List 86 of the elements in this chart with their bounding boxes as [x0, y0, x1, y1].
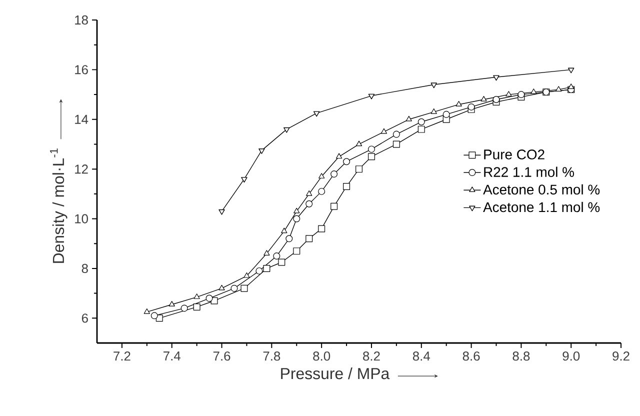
- point: [442, 110, 450, 118]
- point: [568, 68, 574, 74]
- legend-label: Acetone 0.5 mol %: [483, 184, 600, 195]
- point: [468, 103, 475, 110]
- point: [343, 158, 350, 166]
- point: [506, 91, 512, 96]
- point: [480, 96, 487, 102]
- point: [356, 166, 362, 173]
- point: [336, 153, 342, 159]
- x-axis-title: Pressure / MPa: [281, 368, 390, 380]
- y-tick-label: 8: [82, 264, 88, 274]
- x-tick-label: 8.2: [363, 351, 380, 361]
- point: [218, 284, 225, 290]
- point: [313, 111, 320, 117]
- point: [263, 264, 270, 272]
- point: [318, 225, 326, 232]
- point: [368, 146, 375, 153]
- point: [318, 173, 325, 178]
- point: [392, 130, 400, 138]
- point: [206, 294, 213, 302]
- x-tick-label: 9.2: [612, 351, 630, 361]
- point: [380, 128, 388, 134]
- point: [264, 250, 270, 256]
- point: [180, 304, 188, 312]
- point: [168, 301, 175, 306]
- point: [418, 118, 425, 126]
- x-tick-label: 9.0: [562, 351, 580, 361]
- x-tick-label: 7.2: [114, 351, 130, 361]
- y-tick-label: 18: [75, 15, 88, 25]
- point: [240, 284, 248, 292]
- y-axis-title: Density / mol·L$^{-1}$: [50, 148, 68, 263]
- x-tick-label: 8.8: [512, 351, 530, 361]
- legend-label: R22 1.1 mol %: [484, 166, 574, 177]
- point: [318, 188, 326, 195]
- y-tick-label: 12: [75, 164, 88, 174]
- point: [306, 235, 313, 242]
- point: [244, 272, 250, 278]
- y-tick-label: 14: [75, 114, 88, 124]
- y-tick-label: 16: [75, 65, 88, 74]
- point: [568, 84, 574, 89]
- x-tick-label: 7.8: [263, 351, 280, 361]
- point: [430, 108, 437, 114]
- point: [406, 116, 412, 122]
- legend-label: Pure CO2: [484, 150, 544, 160]
- point: [418, 126, 425, 133]
- point: [281, 228, 288, 234]
- x-tick-label: 8.4: [412, 351, 430, 361]
- point: [218, 209, 225, 215]
- point: [294, 208, 300, 214]
- point: [193, 303, 200, 310]
- point: [492, 96, 500, 103]
- point: [293, 248, 300, 255]
- y-tick-label: 10: [75, 214, 88, 224]
- point: [286, 235, 293, 242]
- point: [530, 88, 537, 94]
- point: [256, 267, 263, 274]
- y-tick-label: 6: [82, 314, 88, 323]
- point: [306, 190, 312, 196]
- x-tick-label: 7.6: [213, 351, 230, 361]
- point: [368, 153, 375, 160]
- point: [293, 215, 300, 222]
- point: [493, 75, 500, 81]
- point: [284, 127, 290, 133]
- point: [241, 177, 248, 183]
- point: [306, 200, 313, 208]
- point: [258, 148, 265, 154]
- point: [556, 86, 562, 92]
- point: [194, 294, 200, 299]
- point: [518, 91, 525, 98]
- point: [456, 100, 462, 106]
- x-tick-label: 8.6: [462, 351, 480, 361]
- point: [330, 202, 338, 210]
- point: [430, 82, 437, 88]
- point: [343, 182, 350, 190]
- point: [273, 252, 280, 260]
- point: [368, 94, 375, 100]
- x-tick-label: 8.0: [313, 351, 330, 361]
- point: [230, 284, 238, 292]
- point: [278, 258, 286, 266]
- point: [392, 140, 400, 148]
- point: [356, 140, 362, 146]
- legend-label: Acetone 1.1 mol %: [483, 202, 600, 212]
- point: [330, 170, 338, 178]
- point: [144, 308, 150, 314]
- x-tick-label: 7.4: [164, 352, 180, 360]
- point: [150, 312, 158, 320]
